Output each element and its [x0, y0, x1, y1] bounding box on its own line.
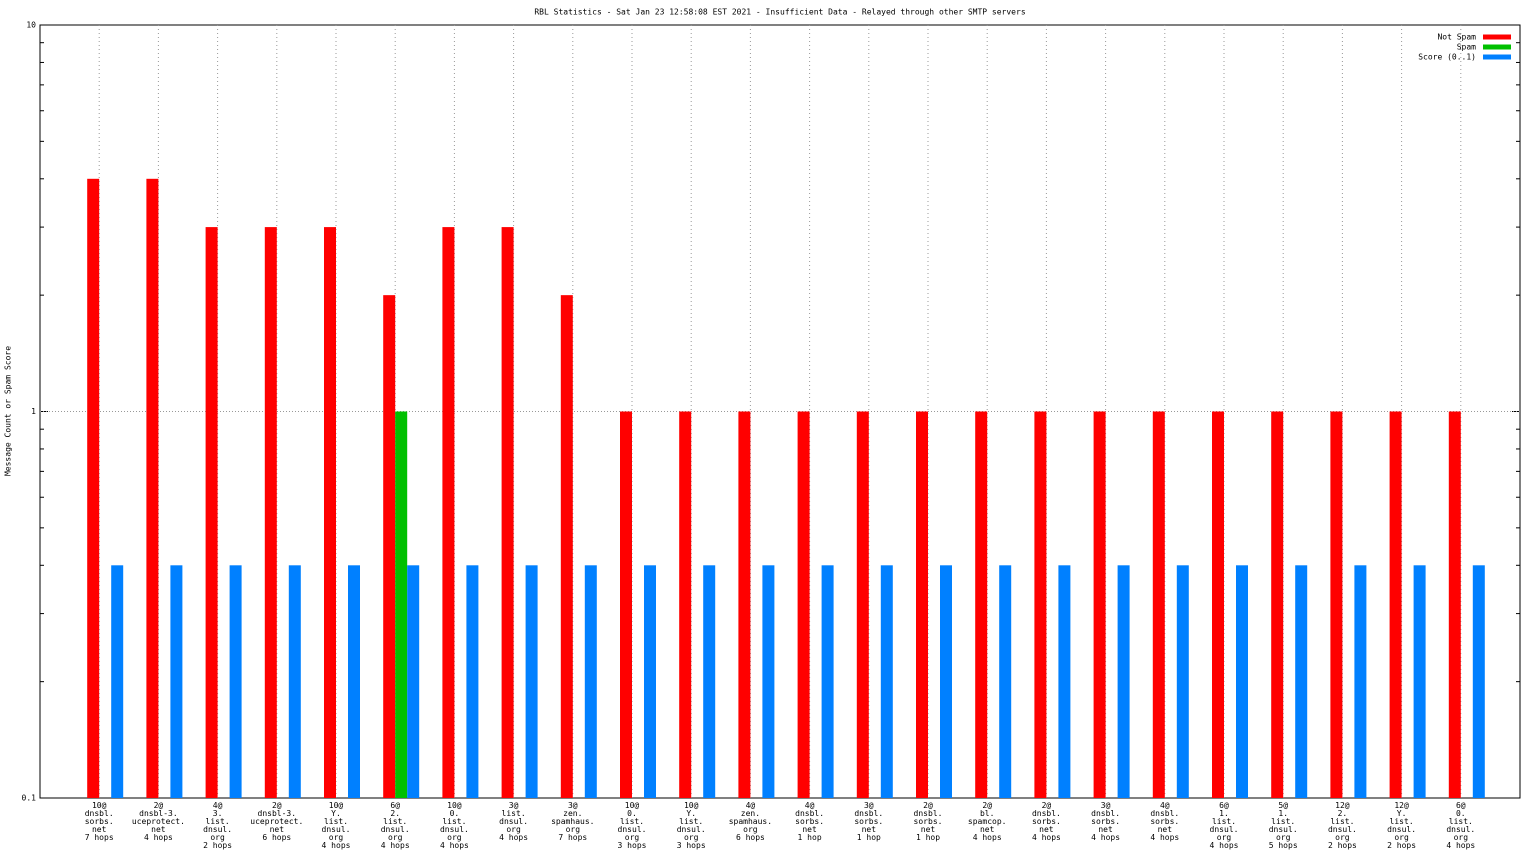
bar	[324, 227, 336, 798]
x-tick-label: 2@ dnsbl-3. uceprotect. net 6 hops	[250, 801, 303, 842]
bar	[703, 565, 716, 798]
bar	[1472, 565, 1485, 798]
bar	[738, 411, 751, 798]
bar	[940, 565, 952, 798]
x-tick-label: 12@ Y. list. dnsul. org 2 hops	[1387, 801, 1416, 850]
bar	[1117, 565, 1130, 798]
x-tick-label: 3@ zen. spamhaus. org 7 hops	[551, 801, 594, 842]
x-tick-label: 2@ dnsbl-3. uceprotect. net 4 hops	[132, 801, 185, 842]
x-tick-label: 10@ 0. list. dnsul. org 3 hops	[618, 801, 647, 850]
x-tick-label: 12@ 2. list. dnsul. org 2 hops	[1328, 801, 1357, 850]
bar	[525, 565, 538, 798]
x-tick-label: 4@ dnsbl. sorbs. net 1 hop	[795, 801, 824, 842]
legend-swatch	[1483, 34, 1511, 40]
bar	[644, 565, 656, 798]
bar	[821, 565, 834, 798]
x-tick-label: 4@ 3. list. dnsul. org 2 hops	[203, 801, 232, 850]
bar	[679, 411, 692, 798]
x-tick-label: 10@ Y. list. dnsul. org 4 hops	[322, 801, 351, 850]
bar	[501, 227, 514, 798]
x-tick-label: 4@ zen. spamhaus. org 6 hops	[729, 801, 772, 842]
bar	[1058, 565, 1071, 798]
x-tick-label: 10@ Y. list. dnsul. org 3 hops	[677, 801, 706, 850]
x-tick-label: 5@ 1. list. dnsul. org 5 hops	[1269, 801, 1298, 850]
x-tick-label: 6@ 1. list. dnsul. org 4 hops	[1210, 801, 1239, 850]
bar	[1330, 411, 1343, 798]
bar	[1034, 411, 1047, 798]
x-tick-label: 10@ dnsbl. sorbs. net 7 hops	[85, 801, 114, 842]
bar	[348, 565, 360, 798]
bar	[1448, 411, 1461, 798]
x-tick-label: 3@ list. dnsul. org 4 hops	[499, 801, 528, 842]
y-tick-label: 1	[31, 407, 36, 416]
bar	[797, 411, 810, 798]
legend-swatch	[1483, 44, 1511, 50]
bar	[383, 295, 396, 798]
legend-label: Spam	[1457, 43, 1476, 52]
bar	[999, 565, 1012, 798]
y-tick-label: 10	[26, 21, 36, 30]
x-tick-label: 10@ 0. list. dnsul. org 4 hops	[440, 801, 469, 850]
bar	[1354, 565, 1367, 798]
bar	[1176, 565, 1189, 798]
bar	[288, 565, 301, 798]
x-tick-label: 2@ bl. spamcop. net 4 hops	[968, 801, 1007, 842]
bar	[442, 227, 455, 798]
bar	[1389, 411, 1402, 798]
bar	[170, 565, 183, 798]
bar	[1295, 565, 1308, 798]
x-tick-label: 6@ 2. list. dnsul. org 4 hops	[381, 801, 410, 850]
bar	[1093, 411, 1106, 798]
bar	[1271, 411, 1284, 798]
x-tick-label: 6@ 0. list. dnsul. org 4 hops	[1446, 801, 1475, 850]
bar	[264, 227, 277, 798]
bar	[1413, 565, 1426, 798]
bar	[87, 178, 100, 798]
bar	[1236, 565, 1248, 798]
bar	[146, 178, 159, 798]
bar	[407, 565, 420, 798]
legend-swatch	[1483, 54, 1511, 60]
legend-label: Score (0..1)	[1418, 53, 1476, 62]
bar	[205, 227, 218, 798]
bar	[856, 411, 869, 798]
y-tick-label: 0.1	[22, 794, 37, 803]
bar	[111, 565, 124, 798]
chart-title: RBL Statistics - Sat Jan 23 12:58:08 EST…	[534, 8, 1025, 17]
bar	[620, 411, 632, 798]
bar	[466, 565, 479, 798]
bar	[762, 565, 775, 798]
bar	[229, 565, 242, 798]
bar	[1212, 411, 1224, 798]
bar	[916, 411, 928, 798]
bar	[584, 565, 597, 798]
y-axis-label: Message Count or Spam Score	[4, 346, 13, 476]
legend-label: Not Spam	[1437, 33, 1476, 42]
x-tick-label: 2@ dnsbl. sorbs. net 1 hop	[914, 801, 943, 842]
bar	[395, 411, 408, 798]
x-tick-label: 2@ dnsbl. sorbs. net 4 hops	[1032, 801, 1061, 842]
bar	[975, 411, 988, 798]
bar	[880, 565, 893, 798]
x-tick-label: 3@ dnsbl. sorbs. net 4 hops	[1091, 801, 1120, 842]
bar	[1152, 411, 1165, 798]
bar	[560, 295, 573, 798]
x-tick-label: 4@ dnsbl. sorbs. net 4 hops	[1150, 801, 1179, 842]
x-tick-label: 3@ dnsbl. sorbs. net 1 hop	[854, 801, 883, 842]
